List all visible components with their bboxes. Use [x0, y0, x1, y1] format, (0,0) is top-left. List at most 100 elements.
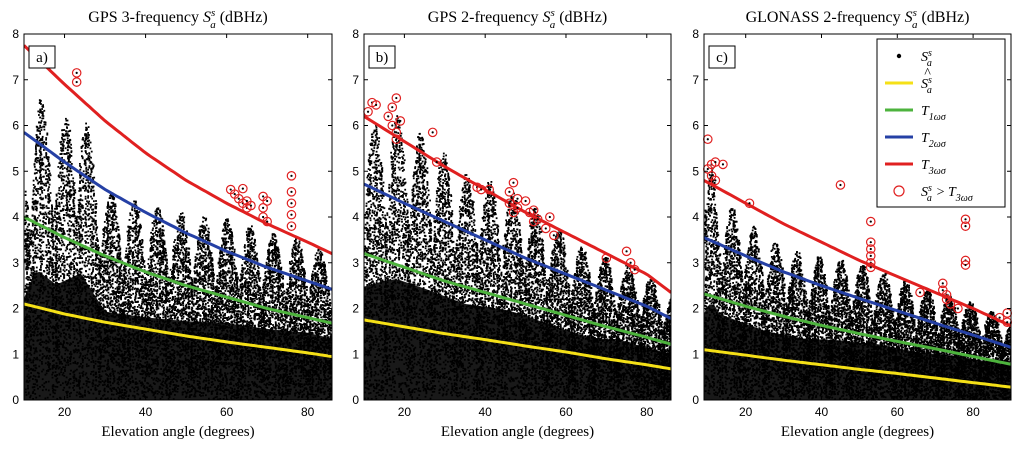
data-point: [61, 227, 64, 230]
data-point: [90, 168, 93, 171]
data-point: [77, 216, 80, 218]
data-point: [73, 210, 76, 213]
data-point: [115, 291, 117, 294]
data-point: [42, 224, 45, 226]
data-point: [114, 272, 117, 275]
data-point: [69, 214, 72, 217]
data-point: [82, 138, 85, 141]
data-point: [119, 248, 122, 251]
data-point: [127, 302, 130, 305]
data-point: [122, 304, 125, 307]
data-point: [60, 165, 63, 168]
data-point: [113, 197, 116, 199]
data-point: [95, 279, 98, 282]
data-point: [68, 158, 70, 160]
data-point: [41, 157, 44, 160]
data-point: [65, 204, 67, 207]
data-point: [102, 273, 105, 276]
data-point: [89, 203, 92, 206]
data-point: [68, 243, 71, 246]
data-point: [68, 241, 71, 244]
data-point: [44, 121, 47, 124]
data-point: [114, 211, 117, 214]
data-point: [62, 229, 65, 232]
data-point: [100, 267, 102, 270]
data-point: [119, 251, 122, 254]
data-point: [58, 187, 61, 189]
data-point: [65, 212, 68, 214]
data-point: [97, 283, 100, 285]
data-point: [84, 182, 87, 185]
data-point: [99, 276, 102, 279]
data-point: [100, 275, 103, 278]
data-point: [106, 279, 109, 282]
data-point: [87, 136, 90, 138]
data-point: [109, 293, 112, 296]
data-point: [28, 243, 31, 245]
data-point: [106, 214, 109, 217]
data-point: [78, 217, 81, 220]
data-point: [74, 227, 77, 230]
data-point: [87, 196, 89, 199]
data-point: [129, 212, 132, 215]
data-point: [88, 152, 91, 154]
data-point: [92, 281, 95, 283]
data-point: [76, 218, 78, 221]
data-point: [57, 248, 60, 251]
data-point: [87, 133, 90, 136]
data-point: [28, 258, 30, 260]
data-point: [90, 170, 93, 173]
data-point: [70, 194, 73, 197]
data-point: [63, 255, 65, 258]
data-point: [88, 157, 90, 160]
data-point: [39, 116, 41, 119]
data-point: [118, 280, 121, 283]
data-point: [48, 266, 50, 269]
data-point: [62, 232, 65, 235]
data-point: [28, 263, 31, 266]
data-point: [41, 187, 44, 189]
data-point: [110, 207, 112, 210]
data-point: [70, 143, 72, 146]
data-point: [96, 226, 99, 229]
data-point: [94, 215, 97, 217]
data-point: [63, 153, 66, 155]
data-point: [52, 266, 55, 268]
data-point: [103, 269, 105, 272]
data-point: [44, 165, 47, 168]
data-point: [47, 231, 50, 234]
data-point: [111, 215, 114, 218]
data-point: [32, 231, 34, 233]
data-point: [39, 132, 41, 135]
data-point: [88, 182, 91, 185]
data-point: [116, 254, 119, 257]
data-point: [95, 233, 98, 236]
data-point: [68, 140, 71, 143]
data-point: [107, 267, 110, 270]
data-point: [107, 223, 110, 225]
data-point: [94, 285, 97, 287]
data-point: [41, 241, 43, 244]
data-point: [60, 143, 62, 146]
data-point: [50, 218, 53, 221]
data-point: [60, 185, 62, 188]
data-point: [35, 188, 38, 190]
data-point: [54, 249, 57, 252]
data-point: [66, 230, 69, 232]
data-point: [51, 225, 54, 227]
data-point: [46, 178, 49, 181]
data-point: [102, 233, 105, 235]
data-point: [42, 163, 45, 166]
data-point: [66, 207, 69, 209]
data-point: [25, 202, 28, 205]
data-point: [92, 267, 95, 269]
data-point: [113, 224, 115, 227]
data-point: [89, 141, 92, 144]
data-point: [46, 165, 48, 167]
data-point: [91, 246, 94, 249]
data-point: [130, 250, 132, 253]
data-point: [39, 151, 41, 153]
data-point: [111, 244, 114, 246]
data-point: [47, 160, 50, 163]
data-point: [47, 240, 50, 243]
